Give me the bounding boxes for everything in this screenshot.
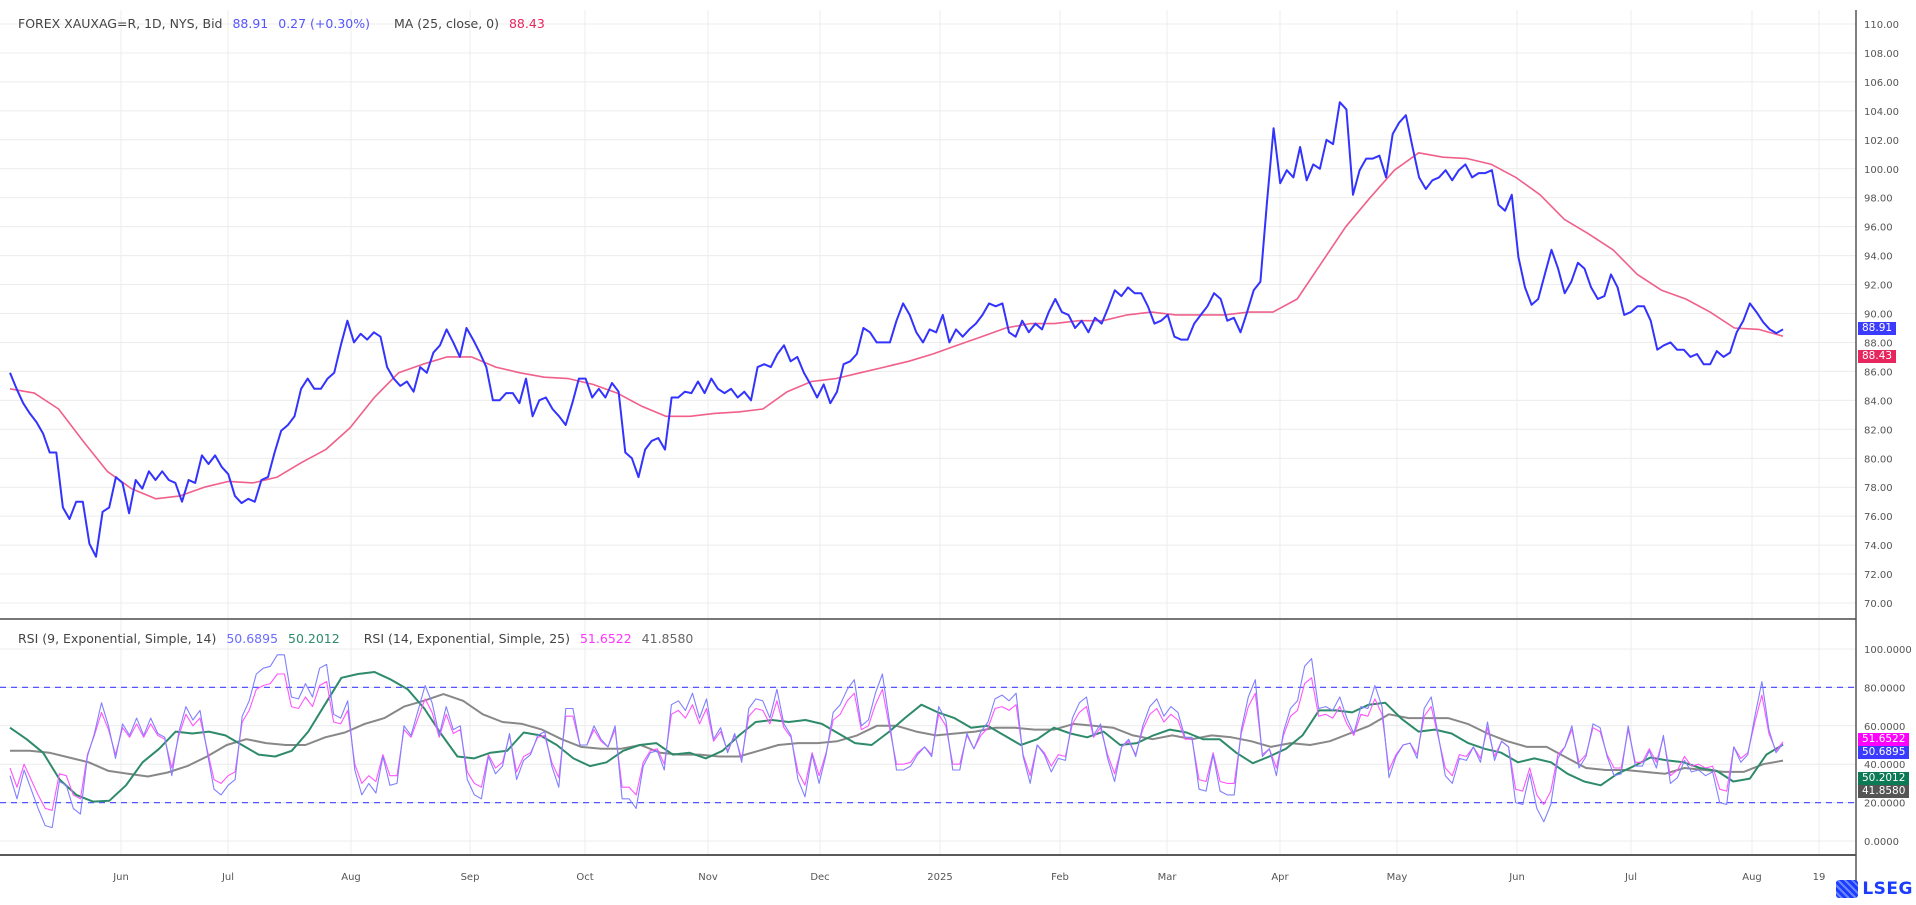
- y-tick-label: 74.00: [1864, 541, 1893, 552]
- y-tick-label: 92.00: [1864, 281, 1893, 292]
- y-tick-label: 86.00: [1864, 367, 1893, 378]
- rsi9-label: RSI (9, Exponential, Simple, 14): [18, 631, 217, 646]
- y-tick-label: 72.00: [1864, 570, 1893, 581]
- x-tick-label: Feb: [1051, 872, 1069, 883]
- x-tick-label: Apr: [1271, 872, 1289, 883]
- x-tick-label: Nov: [698, 872, 718, 883]
- price-change: 0.27 (+0.30%): [278, 16, 370, 31]
- rsi14-signal-badge: 41.8580: [1858, 785, 1910, 798]
- y-tick-label: 70.00: [1864, 599, 1893, 610]
- x-tick-label: 19: [1813, 872, 1826, 883]
- x-tick-label: Jun: [1508, 872, 1525, 883]
- x-tick-label: Oct: [576, 872, 593, 883]
- rsi-tick-label: 80.0000: [1864, 683, 1905, 694]
- price-axis-labels: 110.00 108.00 106.00 104.00 102.00 100.00 98.0…: [1864, 20, 1912, 848]
- y-tick-label: 106.00: [1864, 78, 1899, 89]
- x-tick-label: Aug: [1742, 872, 1762, 883]
- series-lines: [9, 101, 1784, 829]
- grid-lines: [0, 10, 1856, 855]
- y-tick-label: 104.00: [1864, 107, 1899, 118]
- ma-label: MA (25, close, 0): [393, 16, 499, 31]
- rsi14-line: [9, 673, 1784, 811]
- symbol-label: FOREX XAUXAG=R, 1D, NYS, Bid: [18, 16, 223, 31]
- rsi9-line: [9, 654, 1784, 829]
- x-tick-label: Dec: [810, 872, 829, 883]
- y-tick-label: 110.00: [1864, 20, 1899, 31]
- y-tick-label: 90.00: [1864, 310, 1893, 321]
- rsi9-value: 50.6895: [226, 631, 279, 646]
- rsi9-signal-badge: 50.2012: [1858, 772, 1910, 785]
- rsi14-signal-value: 41.8580: [641, 631, 694, 646]
- rsi-legend: RSI (9, Exponential, Simple, 14) 50.6895…: [18, 631, 699, 646]
- last-price: 88.91: [232, 16, 269, 31]
- y-tick-label: 84.00: [1864, 396, 1893, 407]
- rsi-tick-label: 60.0000: [1864, 722, 1905, 733]
- time-axis-labels: Jun Jul Aug Sep Oct Nov Dec 2025 Feb Mar Apr May Jun…: [112, 872, 1825, 883]
- rsi14-label: RSI (14, Exponential, Simple, 25): [363, 631, 570, 646]
- y-tick-label: 100.00: [1864, 165, 1899, 176]
- y-tick-label: 94.00: [1864, 252, 1893, 263]
- ma-value: 88.43: [508, 16, 545, 31]
- rsi9-badge: 50.6895: [1858, 746, 1910, 759]
- x-tick-label: Sep: [461, 872, 480, 883]
- ma-badge: 88.43: [1858, 350, 1897, 363]
- lseg-logo-icon: [1836, 880, 1859, 898]
- y-tick-label: 78.00: [1864, 483, 1893, 494]
- y-tick-label: 76.00: [1864, 512, 1893, 523]
- x-tick-label: Mar: [1158, 872, 1178, 883]
- y-tick-label: 102.00: [1864, 136, 1899, 147]
- x-tick-label: Jun: [112, 872, 129, 883]
- rsi14-badge: 51.6522: [1858, 733, 1910, 746]
- rsi-tick-label: 100.0000: [1864, 645, 1912, 656]
- last-price-badge: 88.91: [1858, 322, 1897, 335]
- y-tick-label: 96.00: [1864, 223, 1893, 234]
- y-tick-label: 82.00: [1864, 425, 1893, 436]
- x-tick-label: Jul: [221, 872, 234, 883]
- x-tick-label: Aug: [341, 872, 361, 883]
- rsi9-signal-value: 50.2012: [288, 631, 340, 646]
- y-tick-label: 88.00: [1864, 338, 1893, 349]
- price-line: [9, 101, 1784, 558]
- logo-text: LSEG: [1862, 879, 1913, 899]
- rsi14-value: 51.6522: [579, 631, 632, 646]
- rsi-tick-label: 20.0000: [1864, 799, 1905, 810]
- x-tick-label: Jul: [1624, 872, 1637, 883]
- rsi9-signal-line: [9, 671, 1784, 803]
- rsi-tick-label: 0.0000: [1864, 837, 1899, 848]
- y-tick-label: 80.00: [1864, 454, 1893, 465]
- lseg-logo: LSEG: [1836, 879, 1913, 899]
- y-tick-label: 108.00: [1864, 49, 1899, 60]
- rsi-level-lines: [0, 686, 1856, 804]
- rsi-tick-label: 40.0000: [1864, 760, 1905, 771]
- ma-line: [9, 152, 1784, 500]
- price-legend: FOREX XAUXAG=R, 1D, NYS, Bid 88.91 0.27 …: [18, 16, 551, 31]
- x-tick-label: 2025: [927, 872, 952, 883]
- y-tick-label: 98.00: [1864, 194, 1893, 205]
- x-tick-label: May: [1387, 872, 1408, 883]
